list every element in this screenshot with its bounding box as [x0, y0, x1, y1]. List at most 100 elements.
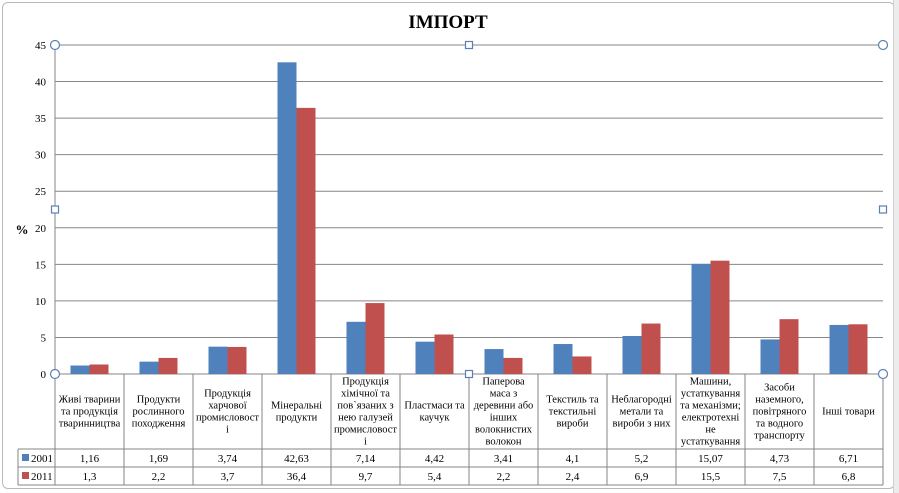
category-label: походження — [132, 419, 186, 430]
y-tick-label: 15 — [35, 259, 47, 271]
bar-2001-5 — [346, 321, 366, 374]
category-label: повітряного — [753, 407, 807, 418]
bar-2011-12 — [848, 324, 868, 374]
data-label-2001: 5,2 — [635, 453, 649, 465]
bar-2001-7 — [484, 349, 504, 374]
category-label: устаткування — [681, 389, 741, 400]
chart-title: ІМПОРТ — [408, 12, 488, 33]
edge-resize-handle[interactable] — [464, 40, 474, 50]
category-label: Пластмаси та — [404, 401, 465, 412]
category-label: волокнистих — [475, 425, 533, 436]
data-label-2001: 4,42 — [425, 453, 444, 465]
bar-2001-6 — [415, 341, 435, 374]
bar-2011-8 — [572, 356, 592, 374]
edge-resize-handle[interactable] — [878, 205, 888, 214]
category-label: Інші товари — [822, 407, 875, 418]
category-label: і — [226, 425, 229, 436]
category-label: Продукція — [204, 389, 251, 400]
legend-key-2001 — [22, 454, 29, 461]
category-label: інших — [490, 413, 518, 424]
category-label: і — [364, 437, 367, 448]
data-label-2011: 2,4 — [566, 471, 580, 483]
category-label: не — [705, 425, 716, 436]
category-label: електротехні — [682, 413, 740, 424]
bar-2001-8 — [553, 344, 573, 374]
data-label-2011: 5,4 — [428, 471, 442, 483]
corner-resize-handle[interactable] — [49, 368, 61, 380]
data-label-2001: 3,41 — [494, 453, 513, 465]
bar-2011-5 — [365, 303, 385, 374]
y-axis-label: % — [16, 222, 29, 237]
category-label: та механізми; — [680, 401, 741, 412]
data-label-2001: 4,73 — [770, 453, 790, 465]
corner-resize-handle[interactable] — [49, 39, 61, 51]
category-label: рослинного — [132, 407, 184, 418]
category-label: харчової — [208, 401, 246, 412]
category-label: та продукція — [61, 407, 118, 418]
data-label-2001: 42,63 — [284, 453, 309, 465]
data-label-2011: 1,3 — [83, 471, 97, 483]
bar-2001-4 — [277, 62, 297, 374]
category-label: Продукція — [342, 377, 389, 388]
category-label: наземного, — [755, 395, 804, 406]
category-label: Засоби — [764, 383, 795, 394]
y-tick-label: 45 — [35, 40, 47, 52]
data-label-2011: 9,7 — [359, 471, 373, 483]
category-label: устаткування — [681, 437, 741, 448]
category-label: Машини, — [690, 377, 732, 388]
bar-2011-4 — [296, 107, 316, 375]
selection-handles[interactable] — [49, 39, 889, 380]
edge-resize-handle[interactable] — [464, 369, 474, 379]
category-label: хімічної та — [341, 389, 390, 400]
edge-resize-handle[interactable] — [50, 205, 60, 214]
bar-2001-12 — [829, 324, 849, 374]
window-edge-strip — [893, 0, 899, 493]
data-label-2001: 6,71 — [839, 453, 858, 465]
data-label-2011: 15,5 — [701, 471, 721, 483]
data-label-2001: 1,69 — [149, 453, 169, 465]
category-label: Продукти — [137, 395, 181, 406]
data-label-2011: 2,2 — [497, 471, 511, 483]
data-label-2001: 1,16 — [80, 453, 100, 465]
category-label: маса з — [490, 389, 517, 400]
y-tick-label: 35 — [35, 113, 47, 125]
data-label-2001: 4,1 — [566, 453, 580, 465]
bar-2011-3 — [227, 346, 247, 374]
category-label: Мінеральні — [271, 401, 322, 412]
bar-2011-1 — [89, 364, 109, 374]
category-label: продукти — [276, 413, 318, 424]
data-label-2011: 6,8 — [842, 471, 856, 483]
legend-label-2001: 2001 — [31, 453, 53, 465]
legend-label-2011: 2011 — [31, 471, 53, 483]
category-label: нею галузей — [338, 413, 393, 424]
y-tick-label: 0 — [41, 369, 47, 381]
bar-2001-11 — [760, 339, 780, 374]
category-label: текстильні — [549, 407, 597, 418]
bar-2011-9 — [641, 323, 661, 374]
bar-2011-11 — [779, 319, 799, 374]
y-tick-label: 30 — [35, 150, 47, 162]
data-label-2011: 2,2 — [152, 471, 166, 483]
category-label: промисловост — [196, 413, 259, 424]
category-label: тваринництва — [59, 419, 121, 430]
category-label: транспорту — [754, 431, 805, 442]
bar-2001-1 — [70, 365, 90, 374]
y-tick-label: 5 — [41, 332, 47, 344]
data-label-2001: 7,14 — [356, 453, 376, 465]
bars — [70, 62, 868, 375]
category-label: пов`язаних з — [337, 401, 393, 412]
corner-resize-handle[interactable] — [877, 368, 889, 380]
category-label: Текстиль та — [546, 395, 599, 406]
legend-key-2011 — [22, 472, 29, 479]
y-tick-label: 40 — [35, 77, 47, 89]
category-label: деревини або — [474, 401, 534, 412]
data-label-2001: 15,07 — [698, 453, 723, 465]
bar-2001-10 — [691, 263, 711, 374]
corner-resize-handle[interactable] — [877, 39, 889, 51]
category-label: Паперова — [482, 377, 525, 388]
bar-2001-3 — [208, 346, 228, 374]
y-tick-label: 10 — [35, 296, 47, 308]
